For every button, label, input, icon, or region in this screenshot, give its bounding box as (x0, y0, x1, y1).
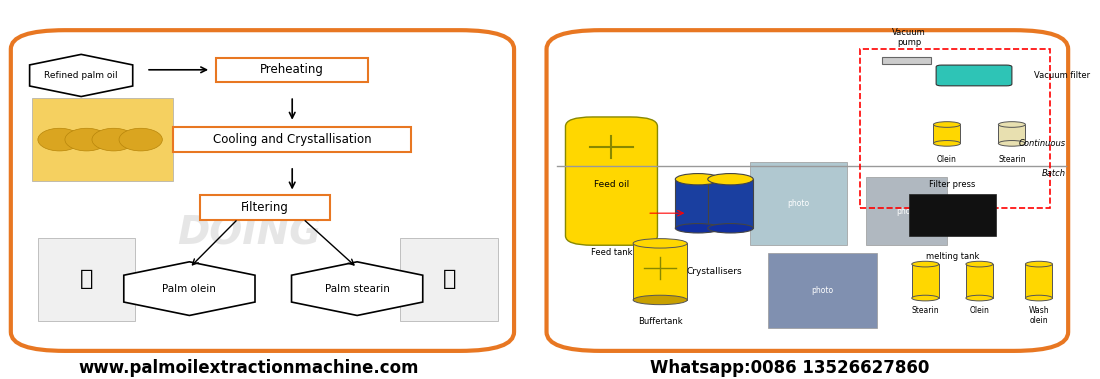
FancyBboxPatch shape (909, 194, 996, 236)
FancyBboxPatch shape (200, 195, 330, 220)
FancyBboxPatch shape (707, 179, 754, 228)
FancyBboxPatch shape (934, 125, 960, 143)
Ellipse shape (65, 128, 108, 151)
Ellipse shape (37, 128, 81, 151)
Ellipse shape (119, 128, 163, 151)
Text: photo: photo (788, 199, 810, 208)
FancyBboxPatch shape (999, 125, 1025, 143)
Ellipse shape (634, 239, 688, 248)
Ellipse shape (675, 174, 720, 185)
Text: Wash
olein: Wash olein (1028, 305, 1049, 325)
Text: Preheating: Preheating (261, 63, 324, 76)
FancyBboxPatch shape (866, 177, 947, 245)
Ellipse shape (999, 141, 1025, 146)
FancyBboxPatch shape (11, 30, 514, 351)
Text: Crystallisers: Crystallisers (686, 267, 742, 276)
FancyBboxPatch shape (400, 238, 498, 321)
Ellipse shape (999, 122, 1025, 127)
Polygon shape (292, 262, 422, 315)
Text: 🫙: 🫙 (442, 269, 455, 289)
FancyBboxPatch shape (33, 98, 173, 181)
Text: Olein: Olein (937, 155, 957, 164)
Ellipse shape (92, 128, 135, 151)
Text: Stearin: Stearin (998, 155, 1025, 164)
Ellipse shape (707, 174, 754, 185)
Text: Stearin: Stearin (912, 305, 939, 315)
Text: www.palmoilextractionmachine.com: www.palmoilextractionmachine.com (79, 359, 419, 377)
FancyBboxPatch shape (634, 243, 688, 300)
FancyBboxPatch shape (882, 56, 931, 64)
Text: Palm stearin: Palm stearin (324, 283, 389, 294)
Text: Refined palm oil: Refined palm oil (44, 71, 118, 80)
Ellipse shape (966, 261, 993, 267)
FancyBboxPatch shape (966, 264, 993, 298)
Text: Olein: Olein (969, 305, 989, 315)
FancyBboxPatch shape (37, 238, 135, 321)
Ellipse shape (912, 295, 938, 301)
Text: 🫙: 🫙 (80, 269, 94, 289)
FancyBboxPatch shape (1025, 264, 1053, 298)
Ellipse shape (1025, 261, 1053, 267)
Ellipse shape (707, 224, 754, 233)
Text: Filtering: Filtering (241, 201, 289, 214)
Text: photo: photo (812, 286, 834, 295)
Text: Vacuum filter: Vacuum filter (1034, 71, 1090, 80)
FancyBboxPatch shape (936, 65, 1012, 86)
FancyBboxPatch shape (912, 264, 938, 298)
Text: Vacuum
pump: Vacuum pump (892, 28, 926, 47)
FancyBboxPatch shape (217, 58, 368, 82)
Polygon shape (124, 262, 255, 315)
Text: Cooling and Crystallisation: Cooling and Crystallisation (213, 133, 372, 146)
Ellipse shape (675, 224, 720, 233)
Text: Whatsapp:0086 13526627860: Whatsapp:0086 13526627860 (650, 359, 930, 377)
Polygon shape (30, 54, 133, 97)
Text: Buffertank: Buffertank (638, 317, 682, 326)
Text: Feed oil: Feed oil (594, 180, 629, 190)
Ellipse shape (934, 141, 960, 146)
FancyBboxPatch shape (173, 127, 411, 152)
Text: photo: photo (895, 207, 918, 216)
Ellipse shape (966, 295, 993, 301)
Ellipse shape (912, 261, 938, 267)
FancyBboxPatch shape (565, 117, 658, 245)
Text: DOING: DOING (177, 215, 321, 253)
Text: melting tank: melting tank (926, 252, 979, 261)
FancyBboxPatch shape (547, 30, 1068, 351)
Ellipse shape (634, 295, 688, 305)
FancyBboxPatch shape (675, 179, 720, 228)
FancyBboxPatch shape (750, 162, 847, 245)
Ellipse shape (934, 122, 960, 127)
Text: Palm olein: Palm olein (163, 283, 217, 294)
Text: Filter press: Filter press (930, 180, 976, 190)
Text: Batch: Batch (1042, 169, 1066, 178)
Ellipse shape (1025, 295, 1053, 301)
Text: Feed tank: Feed tank (591, 247, 632, 257)
Text: Continuous: Continuous (1019, 139, 1066, 148)
FancyBboxPatch shape (769, 253, 877, 328)
